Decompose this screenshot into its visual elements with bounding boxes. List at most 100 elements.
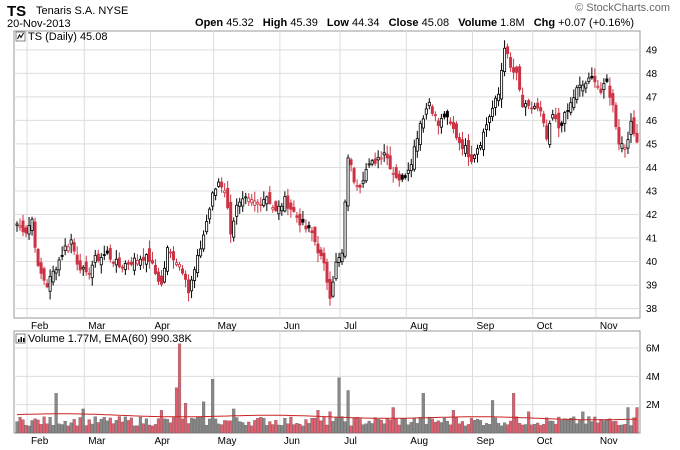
volume-bar: [75, 425, 79, 434]
volume-bar: [301, 425, 305, 434]
volume-bar: [448, 424, 452, 434]
volume-bar: [421, 393, 425, 434]
stockcharts-logo[interactable]: © StockCharts.com: [575, 2, 670, 14]
volume-bar: [406, 424, 410, 434]
candle-body: [409, 164, 413, 171]
volume-bar: [90, 423, 94, 434]
volume-value: 1.8M: [500, 17, 525, 29]
candle-body: [102, 254, 106, 256]
volume-bar: [551, 420, 555, 434]
volume-bar: [554, 423, 558, 434]
volume-bar: [316, 410, 320, 434]
candle-body: [451, 121, 455, 130]
candle-body: [274, 201, 278, 212]
candle-body: [472, 154, 476, 159]
volume-bar: [521, 424, 525, 434]
candle-body: [15, 223, 19, 226]
candle-body: [165, 247, 169, 272]
candle-body: [253, 200, 257, 206]
candle-body: [214, 188, 218, 196]
candle-body: [81, 266, 85, 270]
volume-bar: [129, 417, 133, 434]
volume-bar: [60, 424, 64, 434]
candle-body: [430, 106, 434, 114]
volume-bar: [620, 424, 624, 434]
candle-body: [370, 160, 374, 165]
candle-body: [376, 156, 380, 161]
volume-bar: [334, 417, 338, 434]
volume-bar: [355, 417, 359, 434]
candle-body: [421, 118, 425, 129]
volume-bar: [135, 425, 139, 434]
candle-body: [346, 157, 350, 207]
high-label: High: [262, 17, 288, 29]
candle-body: [36, 248, 40, 266]
price-tick-label: 42: [646, 210, 658, 221]
volume-bar: [48, 417, 52, 434]
price-legend-text: TS (Daily) 45.08: [28, 31, 107, 43]
volume-bar: [84, 425, 88, 434]
candle-body: [623, 147, 627, 150]
volume-bar: [343, 421, 347, 434]
candle-body: [355, 184, 359, 188]
volume-bar: [21, 419, 25, 434]
volume-bar: [415, 423, 419, 434]
volume-bar: [150, 425, 154, 434]
volume-label: Volume: [458, 17, 498, 29]
volume-bar: [454, 417, 458, 434]
volume-bar: [599, 419, 603, 434]
candle-body: [190, 279, 194, 292]
volume-bar: [331, 421, 335, 434]
candle-body: [626, 139, 630, 149]
candle-body: [587, 77, 591, 82]
volume-bar: [340, 416, 344, 434]
volume-bar: [223, 420, 227, 434]
volume-bar: [87, 419, 91, 434]
volume-bar: [174, 387, 179, 434]
candle-body: [560, 122, 564, 126]
volume-bar: [475, 419, 480, 434]
candle-body: [485, 124, 489, 131]
volume-bar: [177, 343, 182, 434]
volume-month-label: Feb: [31, 436, 49, 447]
candle-body: [304, 225, 308, 230]
volume-bar: [487, 424, 492, 434]
candle-body: [469, 154, 473, 162]
volume-bar: [524, 424, 528, 434]
price-tick-label: 39: [646, 281, 658, 292]
candle-body: [536, 102, 540, 109]
candle-body: [361, 180, 365, 184]
volume-bar: [96, 422, 100, 434]
volume-bar: [304, 419, 308, 434]
volume-bar: [36, 419, 40, 434]
volume-bar: [295, 423, 299, 434]
volume-bar: [397, 424, 401, 434]
volume-bar: [153, 424, 157, 434]
volume-bar: [611, 421, 615, 434]
volume-bar: [605, 419, 609, 434]
candle-body: [196, 255, 200, 274]
price-tick-label: 46: [646, 116, 658, 127]
volume-bar: [196, 417, 200, 434]
volume-bar: [15, 421, 19, 434]
volume-bar: [33, 418, 37, 434]
volume-bar: [114, 420, 118, 434]
candle-body: [138, 258, 142, 266]
volume-bar: [394, 418, 398, 434]
candle-body: [153, 264, 157, 274]
volume-bar: [102, 417, 106, 434]
volume-bar: [241, 422, 245, 434]
candle-body: [181, 268, 185, 274]
volume-bar: [463, 425, 467, 434]
volume-bar: [235, 417, 239, 434]
candle-body: [364, 169, 368, 182]
volume-bar: [99, 418, 103, 434]
candle-body: [316, 243, 320, 254]
volume-legend: Volume 1.77M, EMA(60) 990.38K: [15, 333, 193, 345]
candle-body: [629, 120, 633, 135]
candle-body: [313, 226, 317, 243]
candle-body: [403, 175, 407, 178]
volume-bar: [66, 425, 70, 434]
candle-body: [545, 125, 549, 140]
